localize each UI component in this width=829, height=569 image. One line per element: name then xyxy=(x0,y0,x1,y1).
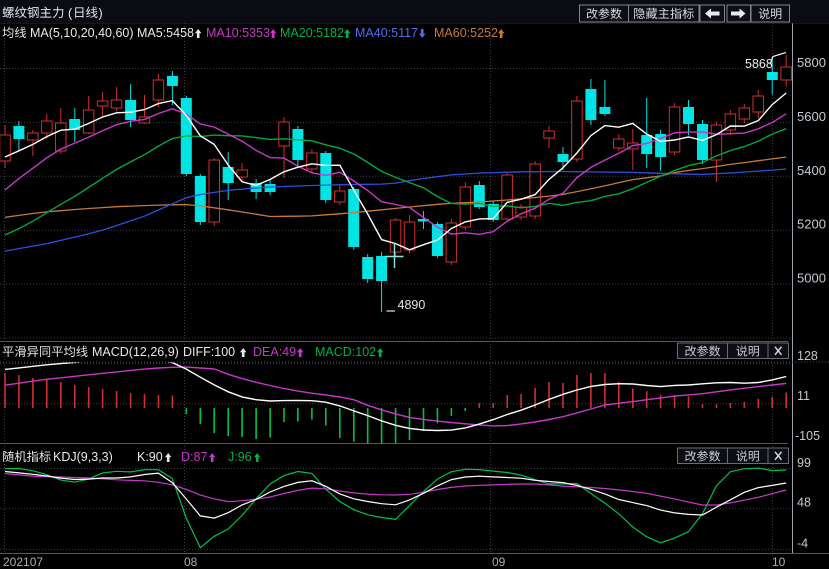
svg-text:MACD(12,26,9): MACD(12,26,9) xyxy=(92,345,179,359)
svg-text:99: 99 xyxy=(797,456,811,470)
svg-text:J:96: J:96 xyxy=(228,450,252,464)
svg-text:MA10:5353: MA10:5353 xyxy=(206,26,270,40)
svg-text:D:87: D:87 xyxy=(181,450,207,464)
svg-text:MA60:5252: MA60:5252 xyxy=(434,26,498,40)
svg-text:MA(5,10,20,40,60): MA(5,10,20,40,60) xyxy=(30,26,134,40)
svg-text:48: 48 xyxy=(797,496,811,510)
svg-text:5868: 5868 xyxy=(745,57,773,71)
svg-text:10: 10 xyxy=(772,555,786,569)
svg-text:KDJ(9,3,3): KDJ(9,3,3) xyxy=(53,450,113,464)
svg-text:DEA:49: DEA:49 xyxy=(253,345,296,359)
svg-text:5600: 5600 xyxy=(797,109,826,124)
svg-text:MA20:5182: MA20:5182 xyxy=(280,26,344,40)
svg-text:202107: 202107 xyxy=(3,555,43,569)
svg-text:128: 128 xyxy=(797,349,818,363)
svg-text:11: 11 xyxy=(797,389,810,403)
svg-text:-105: -105 xyxy=(795,429,820,443)
svg-text:MACD:102: MACD:102 xyxy=(315,345,376,359)
svg-text:08: 08 xyxy=(184,555,198,569)
svg-text:4890: 4890 xyxy=(398,298,426,312)
svg-text:5000: 5000 xyxy=(797,271,826,286)
svg-text:5800: 5800 xyxy=(797,55,826,70)
svg-text:MA5:5458: MA5:5458 xyxy=(137,26,194,40)
svg-text:DIFF:100: DIFF:100 xyxy=(183,345,235,359)
svg-text:09: 09 xyxy=(492,555,506,569)
svg-text:MA40:5117: MA40:5117 xyxy=(355,26,418,40)
svg-text:): ) xyxy=(99,7,103,21)
svg-text:K:90: K:90 xyxy=(137,450,163,464)
svg-text:5400: 5400 xyxy=(797,163,826,178)
svg-text:5200: 5200 xyxy=(797,217,826,232)
svg-text:-4: -4 xyxy=(797,537,808,551)
svg-text:(: ( xyxy=(68,7,73,21)
